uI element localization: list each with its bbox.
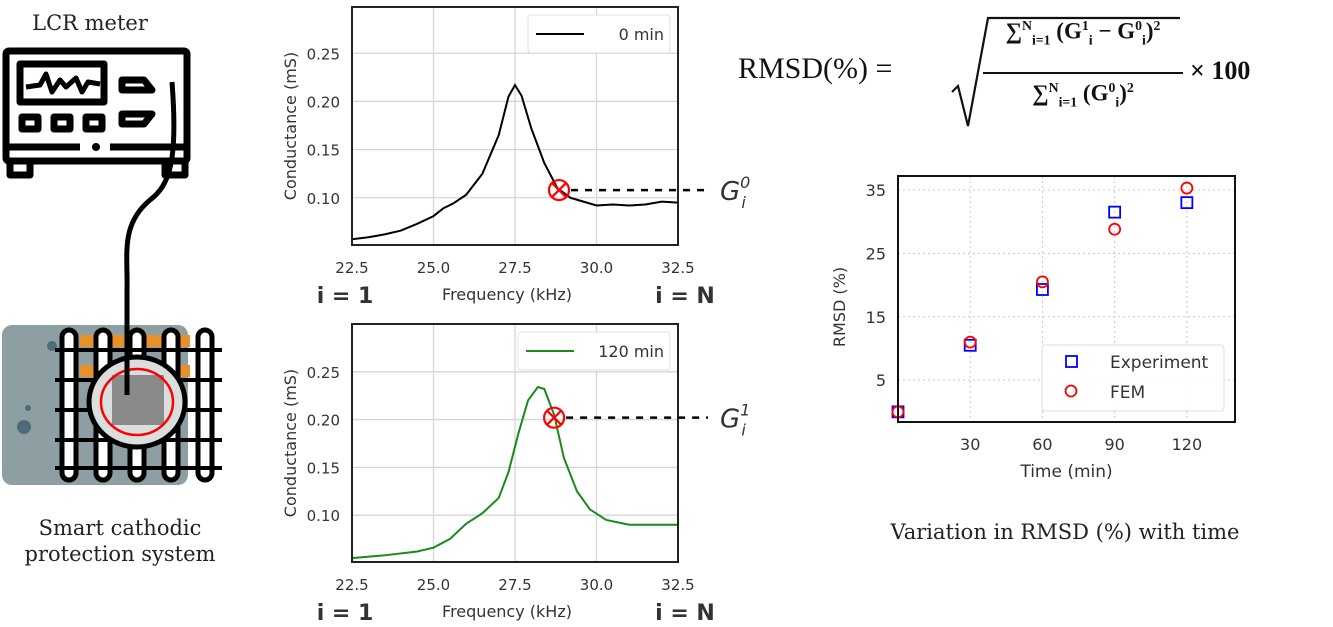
plot-frame (897, 175, 1236, 423)
sample-point-marker (543, 406, 566, 429)
formula-denominator: ∑Ni=1 (G0i)2 (1032, 80, 1134, 110)
y-tick-label: 0.15 (307, 142, 340, 160)
y-tick-label: 0.10 (307, 190, 340, 208)
formula-numerator: ∑Ni=1 (G1i − G0i)2 (1005, 18, 1161, 48)
x-tick-label: 27.5 (498, 259, 531, 277)
x-tick-label: 30.0 (580, 259, 613, 277)
legend-box (527, 14, 671, 54)
legend-circle-icon (1064, 384, 1078, 398)
formula-times-100: × 100 (1190, 56, 1251, 85)
legend-box (517, 331, 671, 371)
legend-label-experiment: Experiment (1110, 353, 1209, 373)
scatter-caption: Variation in RMSD (%) with time (890, 520, 1240, 544)
y-tick-label: 0.20 (307, 412, 340, 430)
index-end-label: i = N (655, 284, 715, 309)
index-start-label: i = 1 (317, 601, 374, 626)
experiment-point (1108, 205, 1122, 219)
y-axis-label: Conductance (mS) (281, 369, 300, 517)
series-line (351, 83, 679, 241)
y-tick-label: 0.20 (307, 93, 340, 111)
series-line (351, 385, 678, 560)
y-tick-label: 0.25 (307, 364, 340, 382)
conductance-chart-0min: 22.5 25.0 27.5 30.0 32.5 0.10 0.15 0.20 0.25 0 mi… (281, 6, 750, 309)
y-tick-label: 35 (866, 181, 886, 200)
fem-point (963, 335, 977, 349)
system-label-line1: Smart cathodic (38, 516, 202, 540)
index-start-label: i = 1 (317, 284, 374, 309)
rmsd-formula: RMSD(%) = ∑Ni=1 (G1i − G0i)2 ∑Ni=1 (G0i)… (738, 0, 1333, 140)
y-tick-label: 15 (866, 308, 886, 327)
x-tick-label: 25.0 (417, 576, 450, 594)
x-tick-label: 32.5 (661, 576, 694, 594)
experiment-point (1180, 196, 1194, 210)
x-tick-label: 27.5 (498, 576, 531, 594)
x-tick-label: 30.0 (580, 576, 613, 594)
setup-illustration (2, 47, 222, 485)
x-tick-label: 120 (1172, 435, 1203, 454)
x-axis-label: Frequency (kHz) (442, 285, 572, 304)
sensor-icon (86, 354, 188, 450)
x-tick-label: 22.5 (335, 576, 368, 594)
experiment-point (1036, 283, 1049, 296)
y-tick-label: 5 (876, 371, 886, 390)
lcr-meter-label: LCR meter (32, 11, 148, 35)
y-tick-label: 0.15 (307, 459, 340, 477)
x-tick-label: 30 (960, 435, 980, 454)
formula-lhs: RMSD(%) = (738, 52, 893, 85)
plot-frame (351, 323, 679, 563)
fem-point (1036, 275, 1049, 289)
system-label: Smart cathodic protection system (0, 515, 240, 567)
x-tick-label: 90 (1104, 435, 1124, 454)
x-tick-label: 22.5 (335, 259, 368, 277)
sqrt-sign (951, 16, 1180, 127)
x-tick-label: 60 (1032, 435, 1052, 454)
plot-frame (351, 6, 679, 246)
lcr-meter-icon (2, 47, 191, 179)
legend-label: 0 min (619, 25, 664, 44)
g-label: G0 i (720, 173, 750, 212)
fraction-bar (983, 72, 1183, 74)
legend-label-fem: FEM (1110, 383, 1145, 403)
index-end-label: i = N (655, 601, 715, 626)
conductance-chart-120min: 22.5 25.0 27.5 30.0 32.5 0.10 0.15 0.20 0.25 120 … (281, 323, 750, 626)
cable (124, 81, 177, 360)
y-axis-label: RMSD (%) (830, 267, 849, 347)
sample-point-marker (547, 178, 571, 202)
x-tick-label: 25.0 (417, 259, 450, 277)
x-tick-label: 32.5 (661, 259, 694, 277)
cross-icon (551, 182, 567, 198)
fem-point (1180, 181, 1194, 195)
y-axis-label: Conductance (mS) (281, 52, 300, 200)
fem-point (1108, 222, 1122, 236)
y-tick-label: 0.10 (307, 507, 340, 525)
x-axis-label: Frequency (kHz) (442, 602, 572, 621)
legend-square-icon (1065, 355, 1078, 368)
legend-box (1041, 344, 1225, 412)
y-tick-label: 0.25 (307, 45, 340, 63)
g-label: G1 i (720, 401, 750, 440)
system-label-line2: protection system (24, 542, 216, 566)
legend-label: 120 min (598, 342, 664, 361)
rmsd-scatter-chart: 30 60 90 120 5 15 25 35 Experiment FEM Time (min) R… (830, 175, 1236, 482)
cross-icon (546, 409, 562, 426)
dot-icon (92, 143, 100, 151)
y-tick-label: 25 (866, 244, 886, 263)
x-axis-label: Time (min) (1019, 462, 1112, 482)
